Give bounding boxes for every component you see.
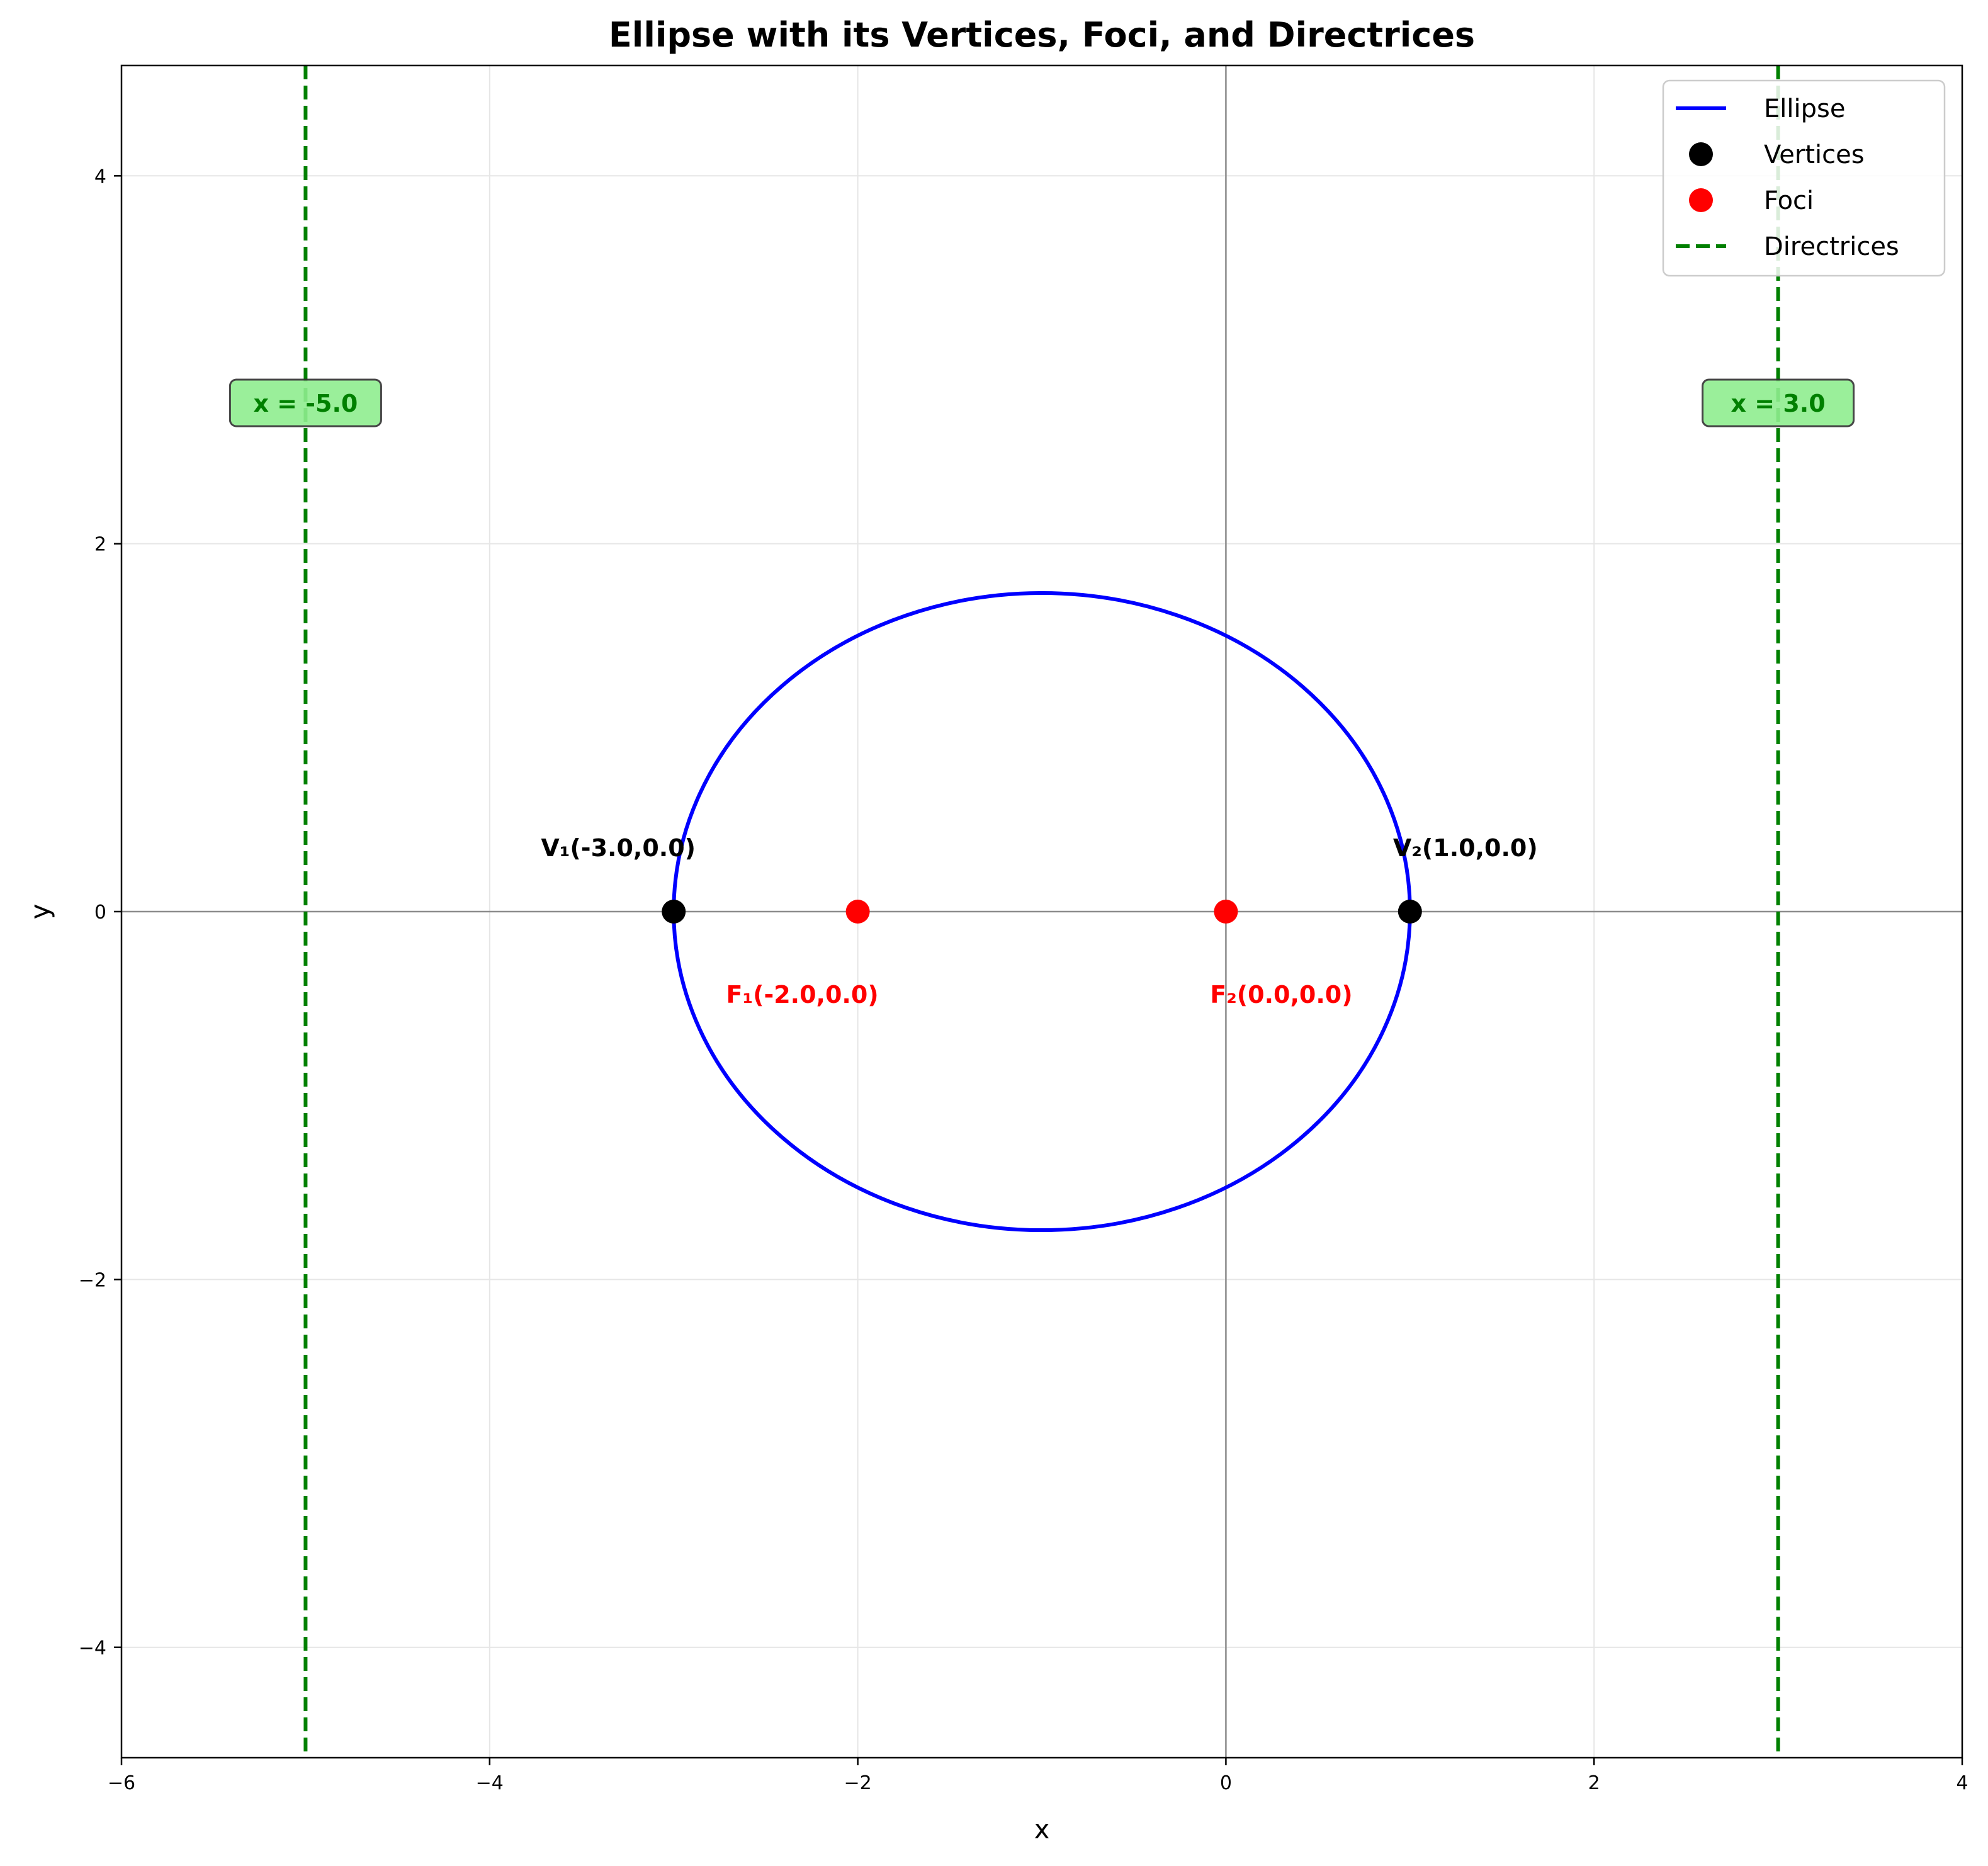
focus-point-2 xyxy=(1214,900,1238,924)
vertex-point-2 xyxy=(1398,900,1422,924)
directrix-label-box-1 xyxy=(229,378,382,427)
x-axis-title: x xyxy=(1034,1814,1050,1845)
y-tick-label: −4 xyxy=(79,1637,106,1660)
y-tick-label: 4 xyxy=(94,166,106,188)
axis-ticks: −6 −4 −2 0 2 4 −4 −2 0 2 4 xyxy=(79,166,1968,1794)
vertex-label-1: V₁(-3.0,0.0) xyxy=(541,834,696,862)
y-tick-label: 2 xyxy=(94,534,106,556)
y-tick-label: −2 xyxy=(79,1269,106,1291)
directrix-label-2: x = 3.0 xyxy=(1731,390,1826,417)
y-tick-label: 0 xyxy=(94,902,106,924)
y-axis-title: y xyxy=(25,904,55,920)
x-tick-label: 2 xyxy=(1588,1772,1600,1794)
legend-vertices-swatch xyxy=(1689,142,1713,166)
legend-directrices-label: Directrices xyxy=(1764,232,1899,261)
directrix-label-box-2 xyxy=(1702,378,1855,427)
vertex-label-2: V₂(1.0,0.0) xyxy=(1393,834,1538,862)
directrix-label-1: x = -5.0 xyxy=(253,390,358,417)
x-tick-label: −6 xyxy=(108,1772,135,1794)
x-tick-label: 4 xyxy=(1956,1772,1968,1794)
x-tick-label: −4 xyxy=(476,1772,504,1794)
focus-label-2: F₂(0.0,0.0) xyxy=(1210,981,1352,1009)
legend-box xyxy=(1662,79,1946,277)
chart-title: Ellipse with its Vertices, Foci, and Dir… xyxy=(609,15,1475,55)
plot-area: x = -5.0 x = 3.0 V₁(-3.0,0.0) V₂(1.0,0.0) F₁… xyxy=(229,65,1855,1758)
focus-point-1 xyxy=(845,900,870,924)
legend-ellipse-label: Ellipse xyxy=(1764,94,1845,123)
legend-foci-label: Foci xyxy=(1764,186,1814,215)
focus-label-1: F₁(-2.0,0.0) xyxy=(726,981,879,1009)
legend-foci-swatch xyxy=(1689,188,1713,212)
x-tick-label: 0 xyxy=(1220,1772,1232,1794)
legend: Ellipse Vertices Foci Directrices xyxy=(1662,79,1946,277)
x-tick-label: −2 xyxy=(844,1772,871,1794)
legend-vertices-label: Vertices xyxy=(1764,140,1865,169)
vertex-point-1 xyxy=(662,900,686,924)
